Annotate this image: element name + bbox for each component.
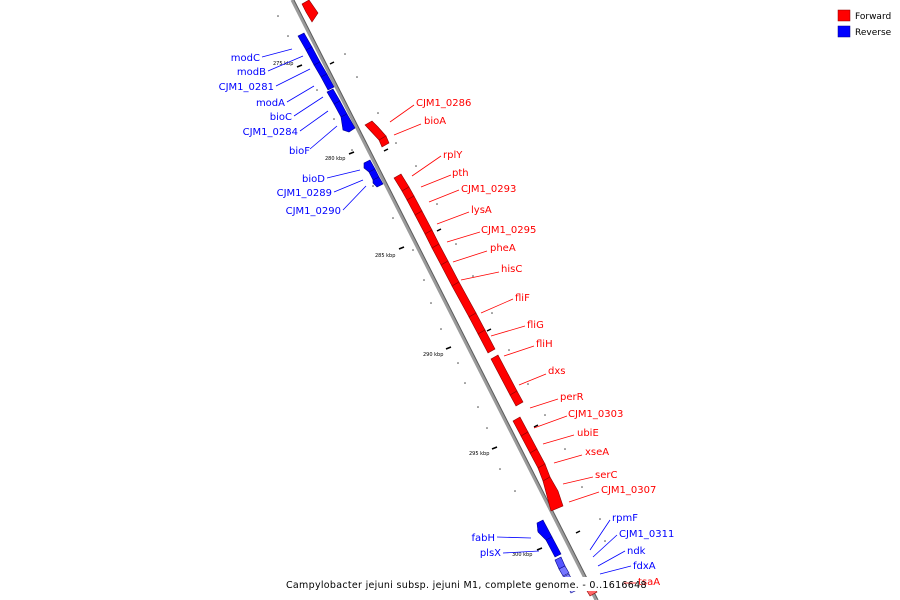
gene-label-hisC: hisC (501, 264, 522, 275)
gene-block-bioA (378, 135, 390, 148)
gene-label-rpmF: rpmF (612, 513, 638, 524)
gene-block-perR (509, 390, 524, 407)
gene-label-CJM1_0284: CJM1_0284 (243, 127, 298, 138)
gene-block-ubiE (520, 431, 538, 454)
tick-mark-outer (329, 61, 581, 534)
legend-reverse-swatch (837, 25, 851, 38)
gene-label-pheA: pheA (490, 243, 516, 254)
gene-label-CJM1_0295: CJM1_0295 (481, 225, 536, 236)
gene-label-CJM1_0293: CJM1_0293 (461, 184, 516, 195)
gene-block-CJM1_0311 (558, 565, 570, 577)
gene-label-lysA: lysA (471, 205, 492, 216)
legend-forward-swatch (837, 9, 851, 22)
legend: Forward Reverse (837, 9, 892, 38)
gene-label-fliH: fliH (536, 339, 553, 350)
gene-label-perR: perR (560, 392, 584, 403)
gene-label-plsX: plsX (480, 548, 501, 559)
gene-label-serC: serC (595, 470, 617, 481)
tick-label-285: 285 kbp (375, 253, 395, 259)
gene-label-CJM1_0307: CJM1_0307 (601, 485, 656, 496)
gene-label-CJM1_0286: CJM1_0286 (416, 98, 471, 109)
gene-label-bioC: bioC (270, 112, 292, 123)
dotted-arc-inner (277, 15, 539, 531)
gene-label-modA: modA (256, 98, 285, 109)
tick-marks (296, 64, 543, 551)
tick-label-295: 295 kbp (469, 451, 489, 457)
gene-block-CJM1_0286 (364, 120, 387, 141)
gene-label-CJM1_0289: CJM1_0289 (277, 188, 332, 199)
gene-label-bioA: bioA (424, 116, 446, 127)
gene-block-bioF (340, 113, 356, 133)
gene-label-CJM1_0303: CJM1_0303 (568, 409, 623, 420)
tick-label-300: 300 kbp (512, 552, 532, 558)
gene-label-CJM1_0290: CJM1_0290 (286, 206, 341, 217)
gene-label-ubiE: ubiE (577, 428, 599, 439)
gene-block-modA (320, 73, 335, 91)
gene-block-fliF (451, 281, 477, 318)
gene-block-lysA (414, 210, 433, 235)
tick-label-275: 275 kbp (273, 61, 293, 67)
map-title: Campylobacter jejuni subsp. jejuni M1, c… (286, 580, 647, 591)
gene-label-bioD: bioD (302, 174, 325, 185)
dotted-arc-outer (344, 53, 606, 542)
gene-block-dxs (490, 354, 518, 396)
legend-forward-label: Forward (855, 12, 891, 22)
gene-block-top (301, 0, 319, 23)
gene-label-xseA: xseA (585, 447, 609, 458)
reverse-label-connectors (261, 48, 632, 575)
title-background (282, 577, 624, 591)
gene-label-CJM1_0311: CJM1_0311 (619, 529, 674, 540)
gene-label-rplY: rplY (443, 150, 463, 161)
gene-label-modB: modB (237, 67, 266, 78)
gene-label-dxs: dxs (548, 366, 565, 377)
genome-backbone-edge (293, 0, 599, 600)
gene-block-pheA (431, 243, 449, 266)
tick-label-290: 290 kbp (423, 352, 443, 358)
gene-block-fliH (477, 329, 496, 354)
gene-block-plsX (545, 536, 562, 558)
gene-block-CJM1_0307 (542, 476, 564, 512)
gene-label-fabH: fabH (471, 533, 495, 544)
tick-label-280: 280 kbp (325, 156, 345, 162)
genome-backbone (290, 0, 598, 600)
gene-block-fabH (536, 519, 553, 541)
gene-label-tsaA: tsaA (638, 577, 660, 588)
gene-label-modC: modC (231, 53, 260, 64)
gene-label-CJM1_0281: CJM1_0281 (219, 82, 274, 93)
gene-block-fliG (468, 312, 486, 335)
gene-block-CJM1_0290 (372, 176, 384, 188)
gene-label-fliG: fliG (527, 320, 544, 331)
gene-label-bioF: bioF (289, 146, 310, 157)
forward-gene-blocks (301, 0, 598, 597)
legend-reverse-label: Reverse (855, 28, 892, 38)
gene-label-ndk: ndk (627, 546, 646, 557)
gene-label-fdxA: fdxA (633, 561, 656, 572)
gene-label-fliF: fliF (515, 293, 530, 304)
gene-label-pth: pth (452, 168, 469, 179)
forward-label-connectors (389, 104, 636, 584)
gene-block-hisC (440, 260, 460, 287)
